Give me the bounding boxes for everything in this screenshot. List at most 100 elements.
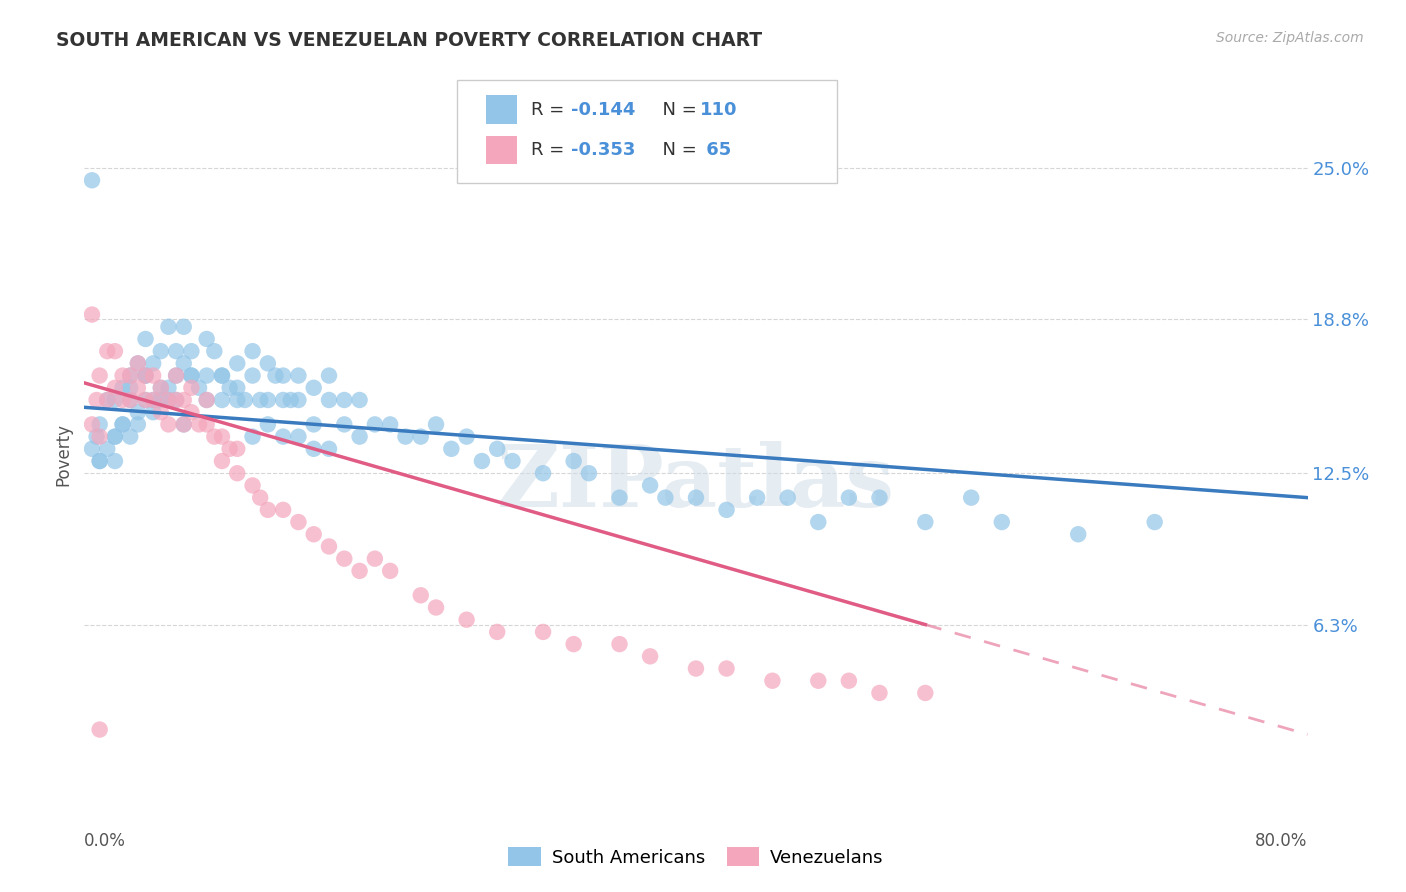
Point xyxy=(127,381,149,395)
Point xyxy=(142,368,165,383)
Point xyxy=(302,381,325,395)
Point xyxy=(127,417,149,432)
Point xyxy=(104,344,127,359)
Point xyxy=(173,356,195,370)
Point xyxy=(120,381,142,395)
Point xyxy=(318,442,340,456)
Point xyxy=(747,491,769,505)
Point xyxy=(89,723,111,737)
Point xyxy=(202,429,225,443)
Point xyxy=(869,491,891,505)
Point xyxy=(86,429,108,443)
Point xyxy=(318,392,340,407)
Text: 65: 65 xyxy=(700,141,731,159)
Point xyxy=(142,392,165,407)
Point xyxy=(380,564,402,578)
Point xyxy=(157,381,180,395)
Point xyxy=(104,454,127,468)
Point xyxy=(609,637,631,651)
Point xyxy=(142,405,165,419)
Point xyxy=(716,503,738,517)
Point xyxy=(211,454,233,468)
Point xyxy=(394,429,416,443)
Point xyxy=(264,368,287,383)
Point xyxy=(111,381,134,395)
Point xyxy=(226,442,249,456)
Point xyxy=(486,442,509,456)
Point xyxy=(1067,527,1090,541)
Point xyxy=(257,503,280,517)
Text: ZIPatlas: ZIPatlas xyxy=(496,441,896,524)
Point xyxy=(502,454,524,468)
Point xyxy=(96,344,118,359)
Point xyxy=(960,491,983,505)
Point xyxy=(257,417,280,432)
Point xyxy=(120,368,142,383)
Point xyxy=(165,392,187,407)
Point xyxy=(409,429,432,443)
Point xyxy=(165,368,187,383)
Point xyxy=(226,381,249,395)
Point xyxy=(226,356,249,370)
Point xyxy=(609,491,631,505)
Point xyxy=(149,344,172,359)
Point xyxy=(318,540,340,554)
Point xyxy=(349,392,371,407)
Point xyxy=(211,368,233,383)
Point xyxy=(89,417,111,432)
Point xyxy=(242,429,264,443)
Point xyxy=(471,454,494,468)
Point xyxy=(302,442,325,456)
Point xyxy=(364,551,387,566)
Point xyxy=(302,527,325,541)
Point xyxy=(195,368,218,383)
Point xyxy=(180,368,202,383)
Point xyxy=(271,392,294,407)
Point xyxy=(165,392,187,407)
Point xyxy=(89,429,111,443)
Point xyxy=(486,624,509,639)
Point xyxy=(349,564,371,578)
Point xyxy=(80,442,103,456)
Point xyxy=(914,515,936,529)
Point xyxy=(173,417,195,432)
Point xyxy=(333,551,356,566)
Point xyxy=(578,467,600,481)
Text: R =: R = xyxy=(531,101,571,119)
Point xyxy=(654,491,676,505)
Y-axis label: Poverty: Poverty xyxy=(55,424,73,486)
Text: -0.353: -0.353 xyxy=(571,141,636,159)
Point xyxy=(104,429,127,443)
Point xyxy=(287,368,309,383)
Point xyxy=(80,173,103,187)
Point xyxy=(211,392,233,407)
Point xyxy=(135,368,157,383)
Point xyxy=(807,673,830,688)
Point xyxy=(180,368,202,383)
Point xyxy=(157,392,180,407)
Point xyxy=(135,332,157,346)
Point xyxy=(280,392,302,407)
Point xyxy=(96,442,118,456)
Text: R =: R = xyxy=(531,141,571,159)
Point xyxy=(173,392,195,407)
Point xyxy=(287,515,309,529)
Point xyxy=(409,588,432,602)
Point xyxy=(127,405,149,419)
Point xyxy=(211,429,233,443)
Point xyxy=(135,392,157,407)
Point xyxy=(111,417,134,432)
Point xyxy=(188,417,211,432)
Point xyxy=(211,368,233,383)
Point xyxy=(149,381,172,395)
Point xyxy=(333,392,356,407)
Point xyxy=(364,417,387,432)
Point xyxy=(120,429,142,443)
Text: N =: N = xyxy=(651,101,703,119)
Point xyxy=(531,467,554,481)
Point xyxy=(991,515,1014,529)
Point xyxy=(195,392,218,407)
Point xyxy=(195,392,218,407)
Point xyxy=(226,467,249,481)
Point xyxy=(249,392,271,407)
